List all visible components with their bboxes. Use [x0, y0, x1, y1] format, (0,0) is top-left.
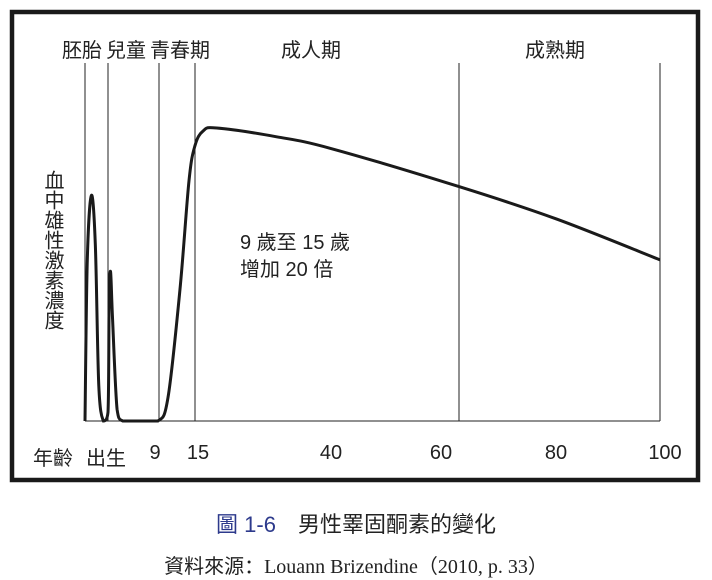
x-tick-label: 100: [648, 442, 682, 464]
x-tick-label: 出生: [86, 448, 126, 470]
figure-number: 圖 1-6: [216, 512, 276, 537]
stage-label-child: 兒童: [106, 40, 146, 62]
x-tick-label: 40: [319, 442, 343, 464]
y-axis-label: 血中雄性激素濃度: [41, 170, 63, 330]
stage-label-mature: 成熟期: [525, 40, 585, 62]
stage-label-embryo: 胚胎: [62, 40, 102, 62]
series-line-testosterone: [83, 126, 661, 423]
x-tick-label: 15: [186, 442, 210, 464]
chart-frame: [9, 9, 701, 483]
x-tick-label: 80: [544, 442, 568, 464]
stage-label-puberty: 青春期: [150, 40, 210, 62]
x-tick-label: 60: [429, 442, 453, 464]
source-citation: 資料來源：Louann Brizendine（2010, p. 33）: [164, 556, 548, 578]
annotation-line-1: 9 歲至 15 歲: [240, 232, 351, 254]
figure-title: 男性睪固酮素的變化: [297, 512, 496, 537]
chart-canvas: [9, 9, 701, 483]
annotation-line-2: 增加 20 倍: [240, 259, 334, 281]
figure-caption: 圖 1-6 男性睪固酮素的變化: [0, 507, 712, 539]
stage-label-adult: 成人期: [281, 40, 341, 62]
x-axis-label: 年齡: [33, 448, 73, 470]
x-tick-label: 9: [149, 442, 161, 464]
